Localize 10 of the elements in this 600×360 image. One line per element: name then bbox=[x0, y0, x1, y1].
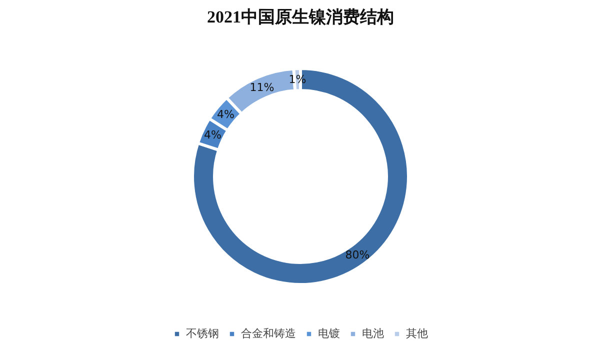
data-label: 80% bbox=[345, 248, 370, 262]
data-label: 4% bbox=[204, 128, 222, 142]
legend-label: 电镀 bbox=[318, 326, 340, 341]
legend-label: 其他 bbox=[406, 326, 428, 341]
data-label: 11% bbox=[250, 80, 274, 94]
legend-label: 合金和铸造 bbox=[241, 326, 296, 341]
legend-label: 不锈钢 bbox=[186, 326, 219, 341]
legend-label: 电池 bbox=[362, 326, 384, 341]
data-label: 4% bbox=[217, 108, 234, 122]
chart-title: 2021中国原生镍消费结构 bbox=[207, 8, 394, 26]
